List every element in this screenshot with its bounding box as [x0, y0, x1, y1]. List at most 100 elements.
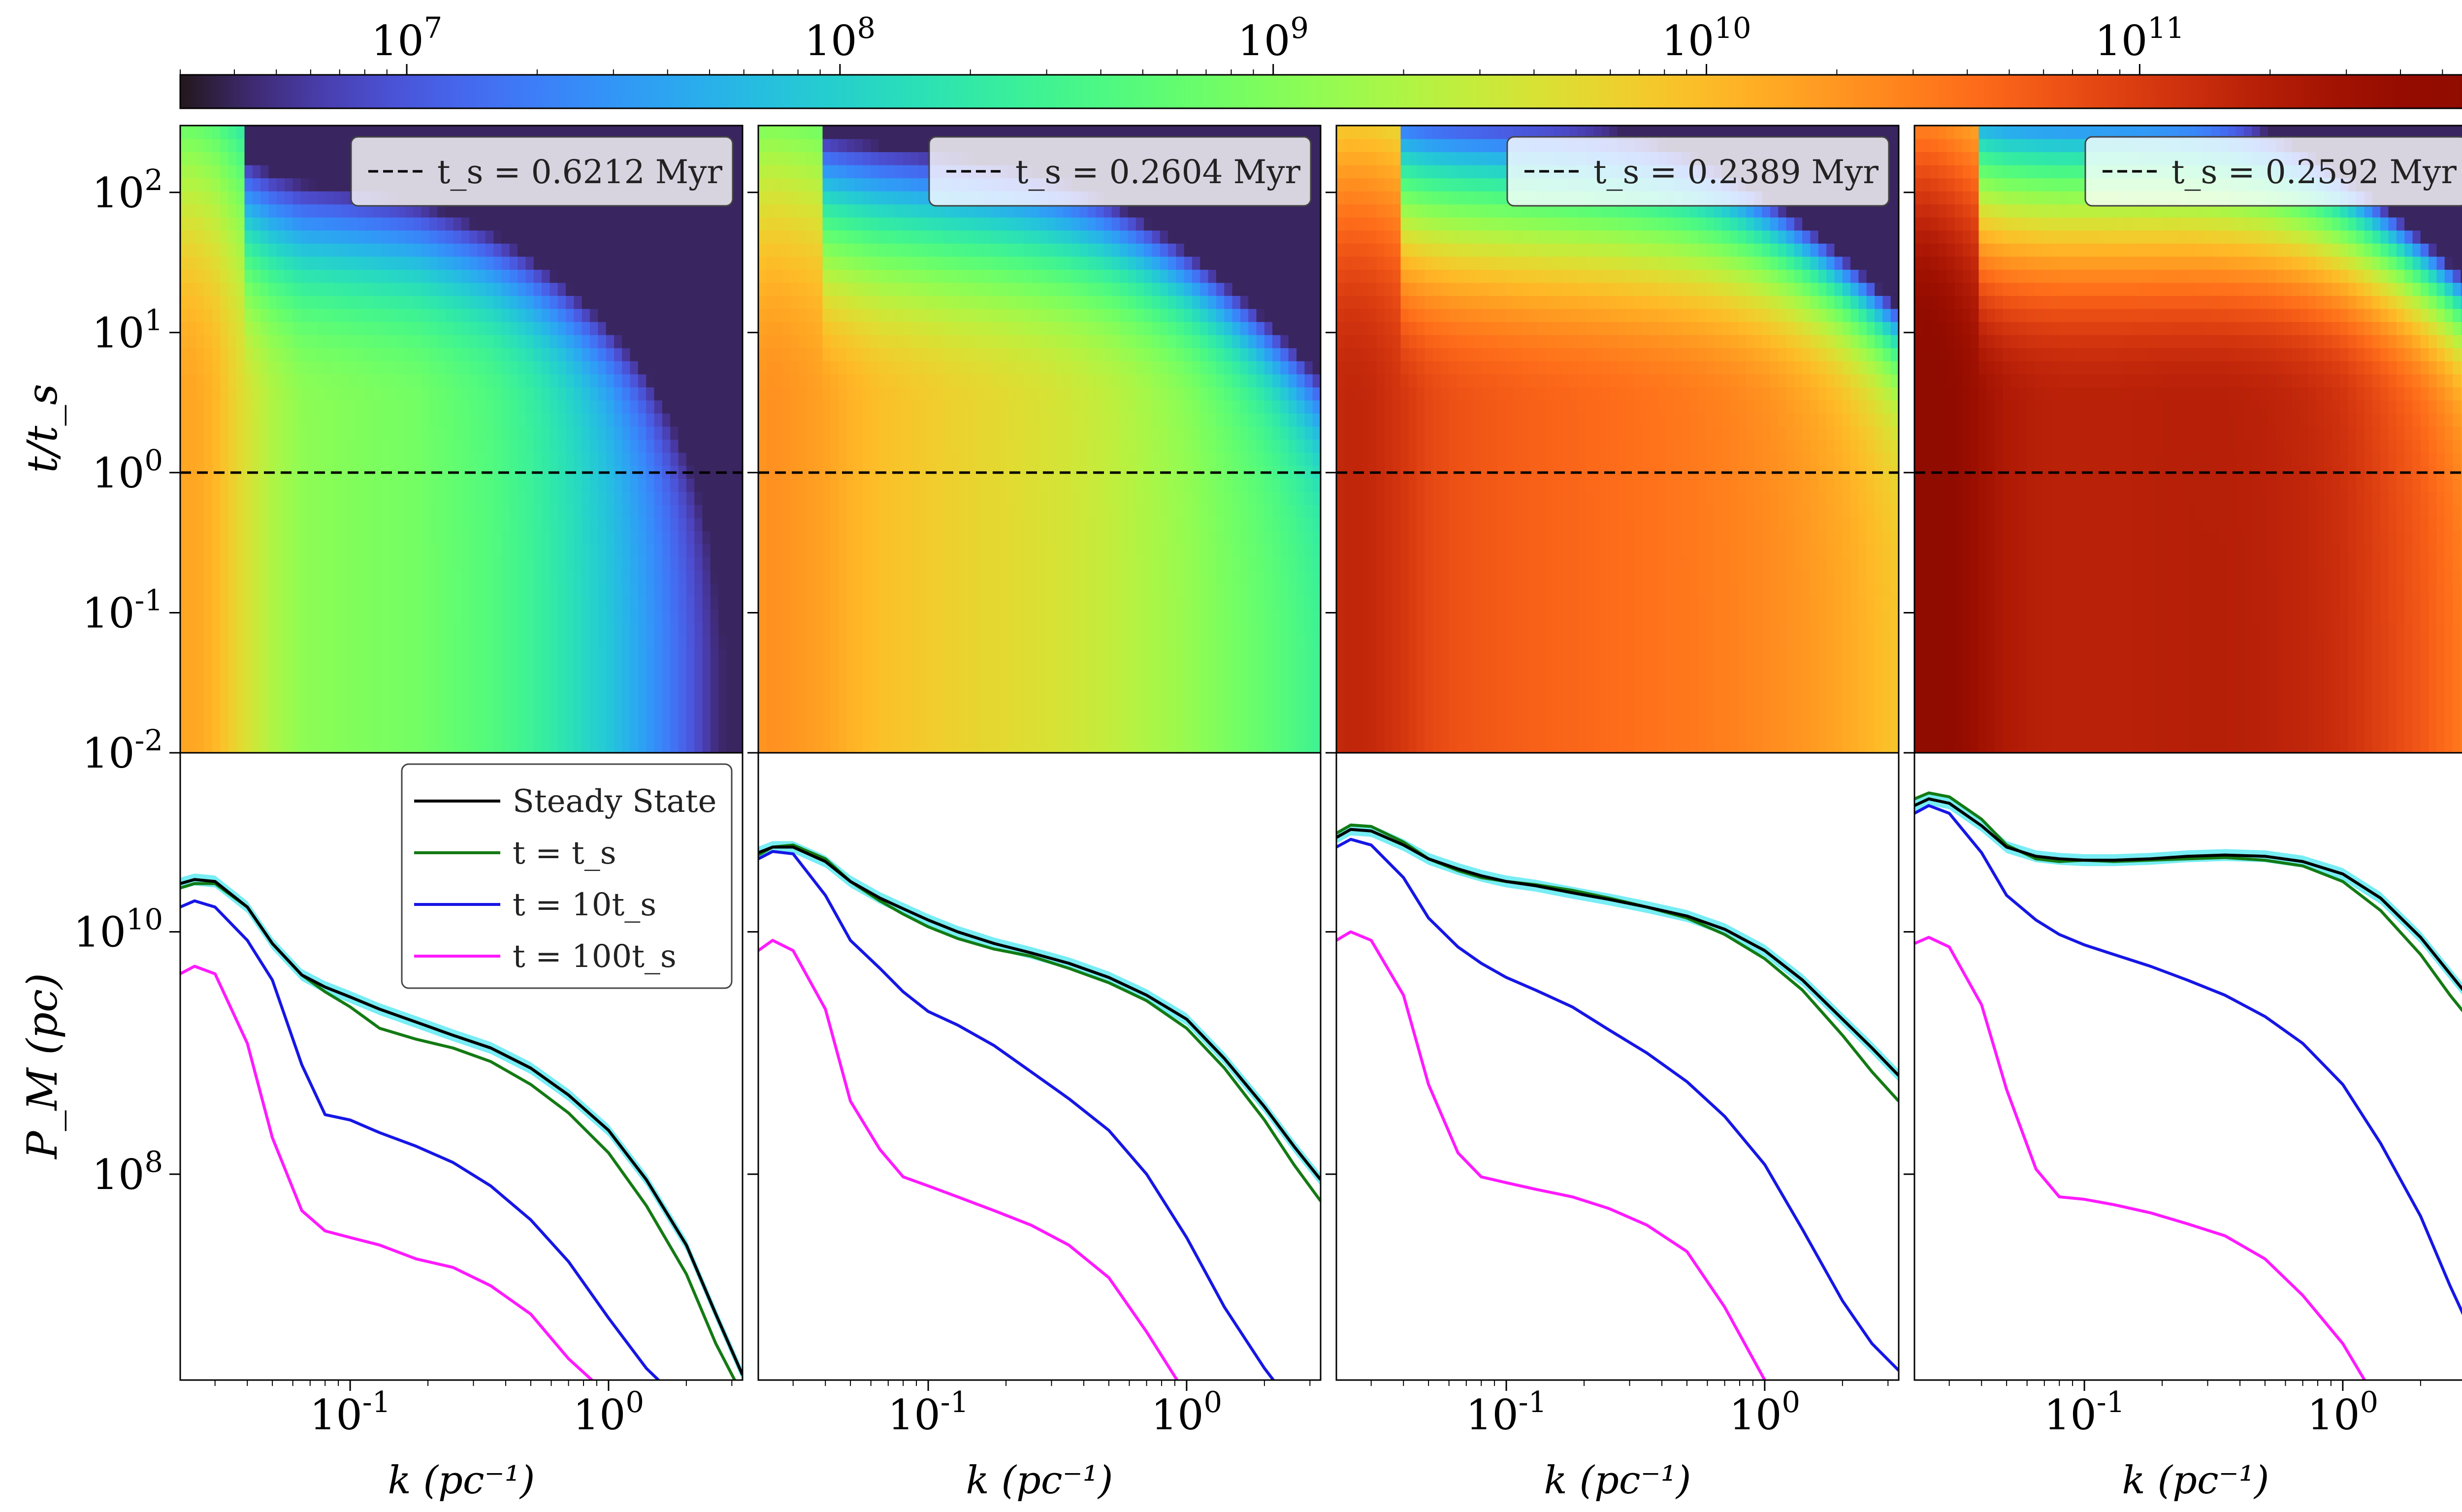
- heatmap-cell: [726, 583, 735, 597]
- heatmap-cell: [309, 308, 318, 322]
- heatmap-cell: [1031, 596, 1040, 610]
- heatmap-cell: [333, 204, 342, 218]
- heatmap-cell: [1039, 596, 1048, 610]
- heatmap-cell: [1264, 713, 1273, 727]
- heatmap-cell: [1232, 726, 1241, 740]
- heatmap-cell: [702, 687, 711, 701]
- heatmap-cell: [518, 674, 526, 688]
- heatmap-cell: [381, 674, 390, 688]
- heatmap-cell: [1256, 504, 1265, 518]
- heatmap-cell: [292, 322, 301, 335]
- heatmap-cell: [710, 491, 719, 505]
- heatmap-cell: [373, 386, 382, 401]
- heatmap-cell: [493, 465, 502, 479]
- heatmap-cell: [542, 674, 551, 688]
- heatmap-cell: [878, 687, 887, 701]
- heatmap-cell: [694, 243, 703, 257]
- heatmap-cell: [606, 217, 615, 231]
- heatmap-cell: [461, 243, 470, 257]
- heatmap-cell: [533, 243, 543, 257]
- heatmap-cell: [1047, 556, 1056, 571]
- heatmap-cell: [292, 740, 301, 753]
- heatmap-cell: [782, 596, 791, 610]
- ts-legend-box: [350, 136, 734, 207]
- heatmap-cell: [654, 491, 663, 505]
- heatmap-cell: [630, 530, 639, 545]
- heatmap-cell: [590, 687, 599, 701]
- heatmap-cell: [630, 204, 639, 218]
- heatmap-cell: [1103, 504, 1112, 518]
- heatmap-cell: [501, 243, 510, 257]
- heatmap-cell: [349, 635, 357, 649]
- heatmap-cell: [373, 295, 382, 309]
- heatmap-cell: [285, 517, 293, 531]
- heatmap-cell: [1120, 700, 1129, 714]
- heatmap-cell: [662, 570, 671, 583]
- heatmap-cell: [1168, 544, 1177, 557]
- heatmap-cell: [365, 269, 374, 283]
- heatmap-cell: [782, 583, 791, 597]
- heatmap-cell: [244, 164, 253, 179]
- heatmap-cell: [188, 570, 197, 583]
- heatmap-cell: [1256, 530, 1265, 545]
- heatmap-cell: [1103, 609, 1112, 623]
- heatmap-cell: [429, 700, 438, 714]
- heatmap-cell: [1071, 478, 1080, 492]
- heatmap-cell: [381, 726, 390, 740]
- heatmap-cell: [1023, 544, 1032, 557]
- heatmap-cell: [509, 596, 518, 610]
- heatmap-cell: [734, 622, 743, 636]
- heatmap-cell: [582, 204, 590, 218]
- heatmap-cell: [927, 517, 936, 531]
- heatmap-cell: [381, 426, 390, 440]
- heatmap-cell: [662, 126, 671, 139]
- heatmap-cell: [1015, 556, 1024, 571]
- heatmap-cell: [710, 230, 719, 244]
- heatmap-cell: [662, 322, 671, 335]
- heatmap-cell: [887, 570, 896, 583]
- heatmap-cell: [967, 530, 976, 545]
- heatmap-cell: [397, 308, 406, 322]
- heatmap-cell: [550, 674, 558, 688]
- heatmap-cell: [670, 635, 679, 649]
- heatmap-cell: [477, 413, 486, 427]
- heatmap-cell: [871, 570, 879, 583]
- heatmap-cell: [1248, 700, 1257, 714]
- heatmap-cell: [485, 308, 494, 322]
- heatmap-cell: [614, 556, 623, 571]
- heatmap-cell: [1063, 687, 1072, 701]
- heatmap-cell: [405, 491, 414, 505]
- heatmap-cell: [630, 504, 639, 518]
- heatmap-cell: [317, 204, 325, 218]
- heatmap-cell: [1160, 504, 1168, 518]
- heatmap-cell: [204, 674, 213, 688]
- heatmap-cell: [429, 256, 438, 270]
- heatmap-cell: [846, 674, 855, 688]
- heatmap-cell: [1096, 648, 1104, 662]
- heatmap-cell: [180, 491, 189, 505]
- heatmap-cell: [405, 322, 414, 335]
- heatmap-cell: [244, 504, 253, 518]
- heatmap-cell: [533, 126, 543, 139]
- heatmap-cell: [1047, 700, 1056, 714]
- heatmap-cell: [300, 256, 309, 270]
- heatmap-cell: [493, 609, 502, 623]
- heatmap-cell: [429, 360, 438, 375]
- heatmap-cell: [381, 596, 390, 610]
- heatmap-cell: [999, 661, 1008, 675]
- heatmap-cell: [292, 191, 301, 205]
- heatmap-cell: [309, 478, 318, 492]
- heatmap-cell: [822, 674, 831, 688]
- heatmap-cell: [260, 517, 269, 531]
- heatmap-cell: [349, 217, 357, 231]
- heatmap-cell: [228, 269, 237, 283]
- heatmap-cell: [188, 178, 197, 192]
- heatmap-cell: [630, 687, 639, 701]
- heatmap-cell: [582, 413, 590, 427]
- heatmap-cell: [678, 269, 687, 283]
- heatmap-cell: [1160, 687, 1168, 701]
- heatmap-cell: [405, 674, 414, 688]
- heatmap-cell: [1111, 517, 1121, 531]
- heatmap-cell: [606, 687, 615, 701]
- heatmap-cell: [501, 622, 510, 636]
